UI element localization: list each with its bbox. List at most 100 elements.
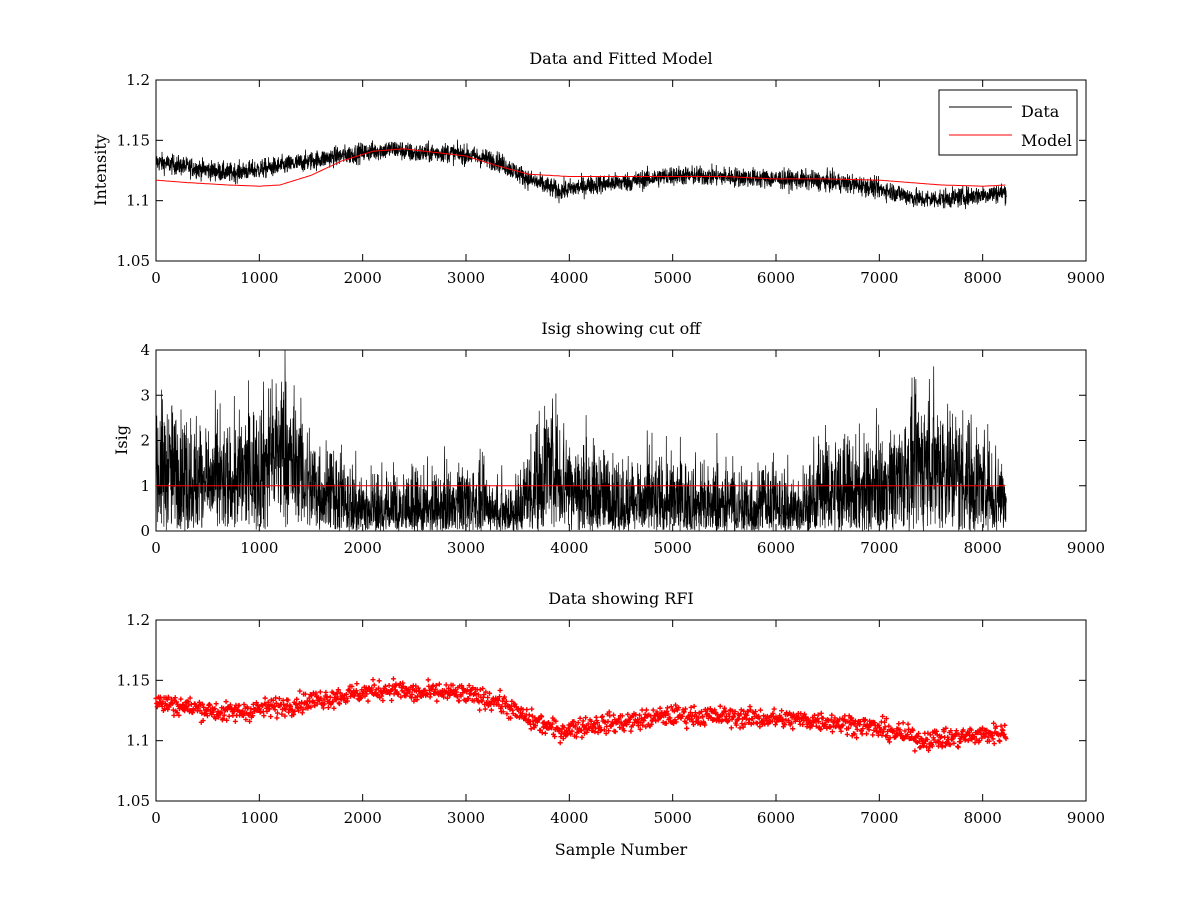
y-tick-label: 1.1 [126, 192, 150, 210]
data-point [594, 720, 600, 726]
data-point [485, 695, 491, 701]
data-point [700, 714, 706, 720]
data-point [663, 720, 669, 726]
data-point [886, 723, 892, 729]
data-point [164, 697, 170, 703]
y-tick-label: 4 [140, 341, 150, 359]
x-tick-label: 7000 [860, 539, 898, 557]
data-point [577, 715, 583, 721]
data-point [236, 702, 242, 708]
data-point [815, 712, 821, 718]
data-point [976, 738, 982, 744]
x-tick-label: 8000 [964, 269, 1002, 287]
data-point [708, 715, 714, 721]
data-point [585, 721, 591, 727]
data-point [309, 693, 315, 699]
data-point [443, 682, 449, 688]
data-point [657, 705, 663, 711]
data-point [628, 728, 634, 734]
data-point [927, 744, 933, 750]
data-point [353, 688, 359, 694]
data-point [723, 708, 729, 714]
data-point [929, 743, 935, 749]
data-point [857, 719, 863, 725]
data-point [216, 714, 222, 720]
y-tick-label: 1.05 [117, 792, 150, 810]
data-point [639, 707, 645, 713]
data-point [753, 709, 759, 715]
series-layer [155, 349, 1007, 532]
data-point [204, 713, 210, 719]
data-point [541, 719, 547, 725]
data-point [272, 707, 278, 713]
data-point [673, 702, 679, 708]
data-point [165, 694, 171, 700]
data-point [456, 698, 462, 704]
data-point [282, 713, 288, 719]
data-point [390, 676, 396, 682]
data-point [507, 706, 513, 712]
data-point [756, 715, 762, 721]
data-point [495, 697, 501, 703]
data-point [637, 712, 643, 718]
data-point [528, 726, 534, 732]
data-point [335, 687, 341, 693]
data-point [588, 718, 594, 724]
y-tick-label: 1.15 [117, 131, 150, 149]
chart-title: Data and Fitted Model [529, 49, 712, 68]
data-point [947, 742, 953, 748]
data-point [682, 706, 688, 712]
data-point [461, 686, 467, 692]
data-point [176, 712, 182, 718]
panel-data-and-fitted-model: Data and Fitted Model Intensity 0 1000 200… [91, 49, 1105, 287]
data-point [849, 715, 855, 721]
x-tick-label: 6000 [757, 539, 795, 557]
data-point [887, 735, 893, 741]
data-point [481, 692, 487, 698]
data-point [740, 724, 746, 730]
data-point [885, 728, 891, 734]
data-point [466, 683, 472, 689]
data-point [883, 716, 889, 722]
data-point [852, 731, 858, 737]
data-point [939, 734, 945, 740]
data-point [732, 709, 738, 715]
y-tick-label: 1.2 [126, 71, 150, 89]
data-point [951, 740, 957, 746]
data-point [200, 701, 205, 707]
data-point [398, 694, 404, 700]
data-point [789, 720, 794, 726]
data-point [454, 689, 460, 695]
data-point [318, 695, 324, 701]
data-point [393, 681, 399, 687]
data-point [262, 695, 268, 701]
data-point [266, 706, 272, 712]
data-point [891, 728, 897, 734]
data-point [583, 715, 589, 721]
data-point [719, 717, 725, 723]
chart-title: Isig showing cut off [541, 319, 702, 338]
data-point [395, 691, 401, 697]
data-point [691, 703, 697, 709]
data-point [960, 727, 966, 733]
x-tick-label: 7000 [860, 269, 898, 287]
data-point [635, 716, 641, 722]
data-point [370, 677, 376, 683]
data-point [742, 721, 748, 727]
data-point [320, 705, 326, 711]
data-point [371, 682, 377, 688]
data-point [276, 696, 282, 702]
data-point [1002, 722, 1008, 728]
data-point [813, 723, 819, 729]
data-point [772, 722, 778, 728]
data-point [818, 727, 824, 733]
x-tick-label: 6000 [757, 809, 795, 827]
data-point [809, 723, 815, 729]
data-point [958, 739, 964, 745]
data-point [993, 723, 999, 729]
data-point [688, 704, 694, 710]
data-point [816, 719, 822, 725]
data-point [874, 728, 880, 734]
data-point [501, 694, 507, 700]
